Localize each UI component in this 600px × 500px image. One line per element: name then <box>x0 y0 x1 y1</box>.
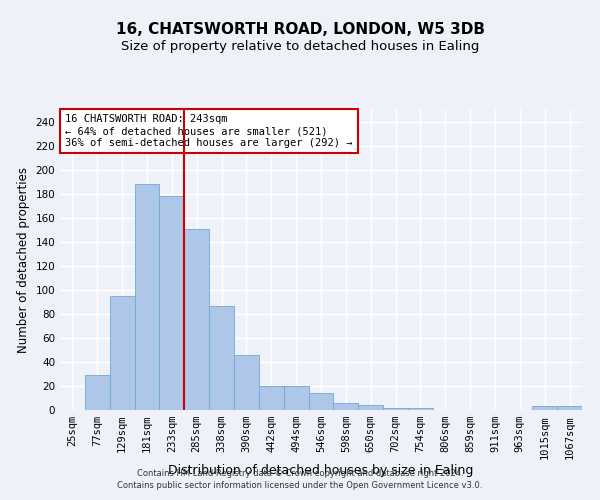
Bar <box>358 405 383 410</box>
Bar <box>110 296 134 410</box>
Bar <box>284 386 308 410</box>
Bar <box>209 306 234 410</box>
Bar <box>557 406 582 410</box>
Bar <box>334 403 358 410</box>
Bar <box>383 408 408 410</box>
Bar <box>532 406 557 410</box>
Y-axis label: Number of detached properties: Number of detached properties <box>17 167 30 353</box>
Text: 16 CHATSWORTH ROAD: 243sqm
← 64% of detached houses are smaller (521)
36% of sem: 16 CHATSWORTH ROAD: 243sqm ← 64% of deta… <box>65 114 353 148</box>
Bar <box>308 393 334 410</box>
Bar <box>234 355 259 410</box>
X-axis label: Distribution of detached houses by size in Ealing: Distribution of detached houses by size … <box>169 464 473 477</box>
Bar <box>160 196 184 410</box>
Text: Size of property relative to detached houses in Ealing: Size of property relative to detached ho… <box>121 40 479 53</box>
Bar <box>134 184 160 410</box>
Bar <box>408 408 433 410</box>
Text: Contains public sector information licensed under the Open Government Licence v3: Contains public sector information licen… <box>118 480 482 490</box>
Bar <box>259 386 284 410</box>
Text: 16, CHATSWORTH ROAD, LONDON, W5 3DB: 16, CHATSWORTH ROAD, LONDON, W5 3DB <box>115 22 485 38</box>
Bar <box>184 229 209 410</box>
Bar <box>85 375 110 410</box>
Text: Contains HM Land Registry data © Crown copyright and database right 2024.: Contains HM Land Registry data © Crown c… <box>137 470 463 478</box>
